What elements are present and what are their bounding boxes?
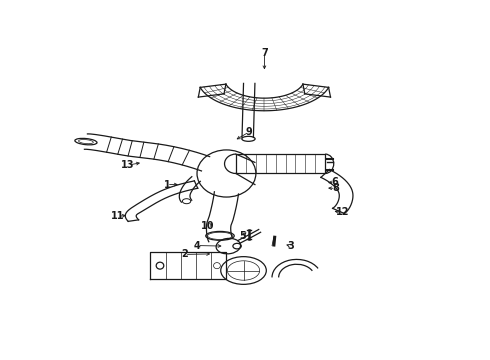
Text: 11: 11 — [111, 211, 124, 221]
Text: 10: 10 — [201, 221, 214, 231]
Text: 13: 13 — [121, 160, 134, 170]
Text: 8: 8 — [332, 184, 339, 193]
Text: 6: 6 — [331, 177, 338, 187]
Text: 5: 5 — [239, 231, 246, 241]
Text: 9: 9 — [246, 127, 253, 137]
Text: 12: 12 — [336, 207, 349, 217]
Text: 7: 7 — [261, 48, 268, 58]
Text: 3: 3 — [288, 241, 294, 251]
Text: 2: 2 — [181, 249, 188, 260]
Text: 4: 4 — [194, 240, 200, 251]
Text: 1: 1 — [164, 180, 170, 190]
